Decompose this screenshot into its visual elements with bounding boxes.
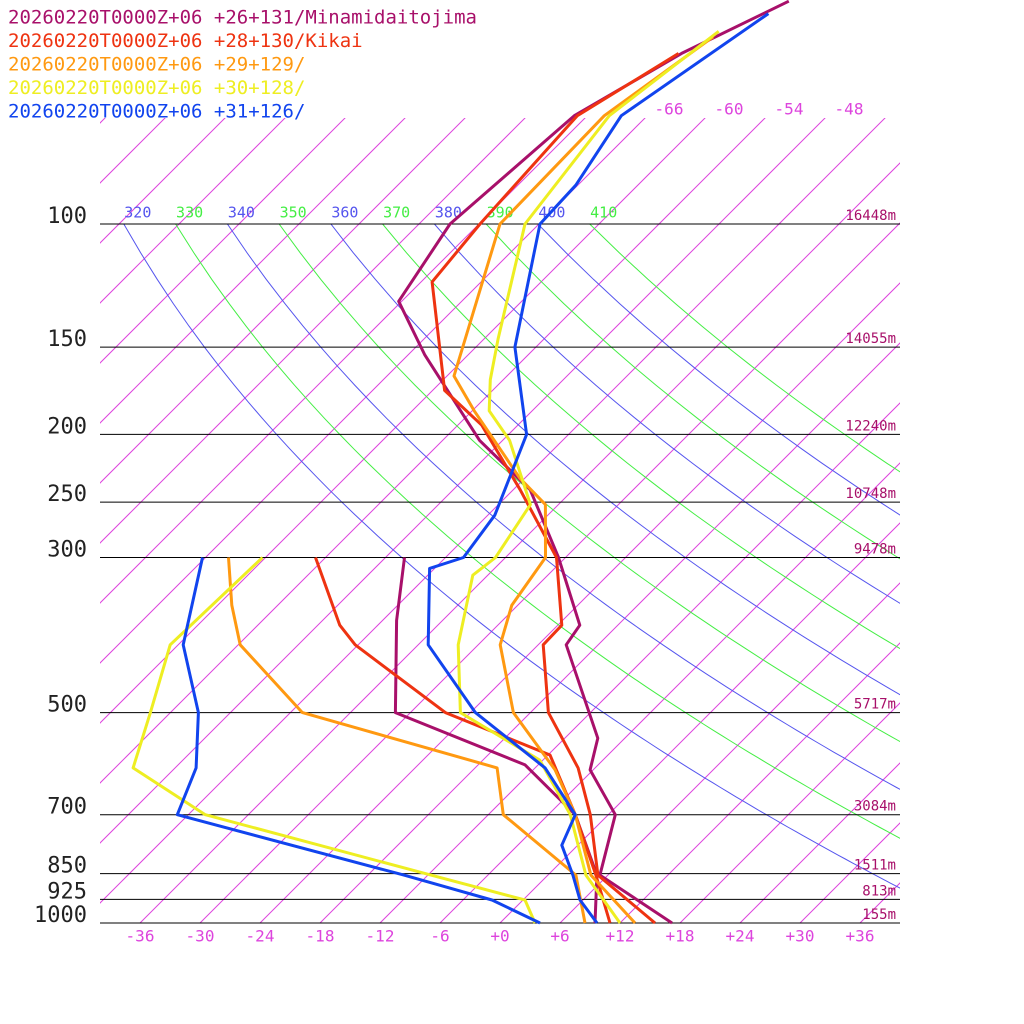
x-tick-label: -24: [246, 927, 275, 946]
isotherm: [100, 118, 646, 664]
x-tick-label: +18: [666, 927, 695, 946]
isotherm: [100, 118, 406, 424]
x-tick-label: -6: [430, 927, 449, 946]
isotherm: [379, 402, 900, 923]
y-tick-label: 500: [47, 693, 87, 718]
height-label: 3084m: [854, 799, 896, 815]
isotherm: [619, 642, 900, 923]
legend-entry: 20260220T0000Z+06 +26+131/Minamidaitojim…: [8, 7, 477, 29]
height-label: 5717m: [854, 697, 896, 713]
adiabat-label: 360: [331, 204, 358, 222]
height-label: 10748m: [845, 486, 896, 502]
legend-entry: 20260220T0000Z+06 +30+128/: [8, 77, 305, 99]
adiabat-label: 410: [590, 204, 617, 222]
height-label: 1511m: [854, 858, 896, 874]
legend-entry: 20260220T0000Z+06 +29+129/: [8, 54, 305, 76]
adiabat-label: 350: [280, 204, 307, 222]
isotherm-label: -48: [835, 100, 864, 119]
y-tick-label: 300: [47, 538, 87, 563]
dewpoint-line: [175, 557, 541, 925]
isotherm-label: -66: [655, 100, 684, 119]
height-label: 813m: [862, 883, 896, 899]
y-tick-label: 1000: [34, 903, 87, 928]
temperature-line: [426, 12, 770, 924]
y-tick-label: 700: [47, 795, 87, 820]
height-label: 9478m: [854, 542, 896, 558]
temperature-line: [456, 30, 720, 924]
y-tick-label: 150: [47, 327, 87, 352]
isotherm: [559, 582, 900, 923]
x-tick-label: -36: [126, 927, 155, 946]
x-tick-label: +30: [786, 927, 815, 946]
isotherm: [199, 222, 900, 923]
isotherm: [499, 522, 900, 923]
y-tick-label: 100: [47, 204, 87, 229]
y-tick-label: 925: [47, 879, 87, 904]
isotherm: [100, 118, 466, 484]
height-label: 14055m: [845, 331, 896, 347]
x-tick-label: +12: [606, 927, 635, 946]
adiabat-label: 380: [435, 204, 462, 222]
adiabat-label: 340: [228, 204, 255, 222]
x-tick-label: +0: [490, 927, 509, 946]
isotherm: [100, 118, 706, 724]
isotherm: [739, 762, 900, 923]
adiabat-label: 330: [176, 204, 203, 222]
isotherm: [100, 118, 886, 904]
height-label: 12240m: [845, 418, 896, 434]
dewpoint-line: [131, 556, 537, 924]
legend-entry: 20260220T0000Z+06 +28+130/Kikai: [8, 30, 363, 52]
isotherm-label: -54: [775, 100, 804, 119]
dewpoint-line: [227, 557, 587, 924]
y-tick-label: 200: [47, 414, 87, 439]
temperature-line: [430, 52, 680, 925]
isotherm: [679, 702, 900, 923]
isotherm-label: -60: [715, 100, 744, 119]
isotherm: [100, 118, 526, 544]
y-tick-label: 250: [47, 482, 87, 507]
adiabat-label: 370: [383, 204, 410, 222]
temperature-line: [452, 35, 714, 925]
x-tick-label: -18: [306, 927, 335, 946]
isotherm: [439, 462, 900, 923]
isotherm: [100, 118, 766, 784]
x-tick-label: +36: [846, 927, 875, 946]
x-tick-label: -30: [186, 927, 215, 946]
isotherm: [100, 118, 586, 604]
x-tick-label: -12: [366, 927, 395, 946]
height-label: 16448m: [845, 208, 896, 224]
height-label: 155m: [862, 907, 896, 923]
isotherm: [319, 342, 900, 923]
x-tick-label: +6: [550, 927, 569, 946]
adiabat-label: 320: [124, 204, 151, 222]
isotherm: [259, 282, 900, 923]
legend-entry: 20260220T0000Z+06 +31+126/: [8, 101, 305, 123]
isotherm: [100, 118, 826, 844]
isotherm: [100, 118, 286, 304]
y-tick-label: 850: [47, 854, 87, 879]
isotherm: [100, 118, 346, 364]
x-tick-label: +24: [726, 927, 755, 946]
